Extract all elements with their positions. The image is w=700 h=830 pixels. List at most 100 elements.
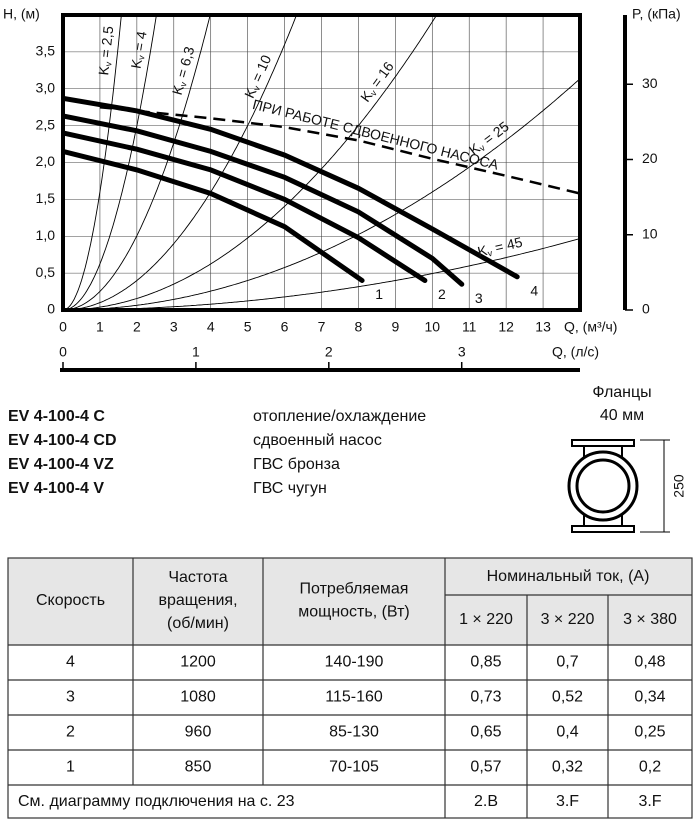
- table-cell: 4: [66, 654, 75, 671]
- table-header: Частота: [168, 569, 227, 586]
- kv-label: Kv = 2,5: [95, 25, 118, 76]
- table-header-bg: [8, 558, 692, 645]
- table-cell: 0,25: [634, 724, 665, 741]
- y-tick-label: 3,0: [36, 79, 56, 95]
- y-tick-label: 3,5: [36, 43, 56, 59]
- table-header-group: Номинальный ток, (А): [487, 568, 650, 585]
- table-cell: 0,2: [639, 759, 661, 776]
- curve-label: 1: [375, 286, 383, 302]
- table-header: Скорость: [36, 592, 105, 609]
- table-cell: 0,34: [634, 689, 665, 706]
- kv-subscript: v: [103, 61, 113, 67]
- kv-subscript: v: [136, 54, 147, 61]
- curve-label: 3: [475, 290, 483, 306]
- table-cell: 2: [66, 724, 75, 741]
- kv-subscript: v: [368, 88, 379, 98]
- kv-symbol: K: [127, 57, 144, 70]
- x-tick-label: 13: [535, 319, 551, 335]
- y2-axis-label: P, (кПа): [632, 6, 681, 22]
- kv-subscript: v: [487, 248, 494, 259]
- kv-value-label: = 10: [248, 52, 274, 84]
- table-cell: 960: [185, 724, 212, 741]
- table-footer-cell: 2.B: [474, 793, 498, 810]
- x2-tick-label: 1: [192, 344, 200, 360]
- kv-subscript: v: [252, 84, 263, 93]
- table-header: вращения,: [158, 592, 237, 609]
- kv-symbol: K: [95, 64, 112, 76]
- kv-value-label: = 25: [480, 118, 512, 147]
- kv-symbol: K: [476, 242, 489, 260]
- pump-curve: [63, 148, 365, 283]
- model-code: EV 4-100-4 CD: [8, 432, 117, 449]
- table-cell: 0,65: [470, 724, 501, 741]
- x-axis-label: Q, (м³/ч): [564, 319, 617, 335]
- x-tick-label: 1: [96, 319, 104, 335]
- x2-tick-label: 2: [325, 344, 333, 360]
- plot-area: [63, 15, 580, 310]
- dual-pump-label: ПРИ РАБОТЕ СДВОЕННОГО НАСОСА: [251, 96, 501, 173]
- table-subheader: 3 × 380: [623, 611, 677, 628]
- flange-length: 250: [671, 474, 687, 498]
- kv-label: Kv= 45: [476, 233, 525, 261]
- model-description: ГВС чугун: [253, 480, 327, 497]
- x-tick-label: 5: [244, 319, 252, 335]
- table-cell: 0,52: [552, 689, 583, 706]
- flange-title: Фланцы: [592, 384, 651, 401]
- kv-value-label: = 16: [367, 58, 396, 90]
- table-subheader: 1 × 220: [459, 611, 513, 628]
- table-footer-note: См. диаграмму подключения на с. 23: [18, 793, 295, 810]
- kv-value-label: = 2,5: [97, 25, 116, 58]
- x2-tick-label: 0: [59, 344, 67, 360]
- table-cell: 70-105: [329, 759, 379, 776]
- y2-tick-label: 20: [642, 150, 658, 166]
- curve-label: 4: [530, 283, 538, 299]
- table-subheader: 3 × 220: [541, 611, 595, 628]
- table-cell: 0,4: [556, 724, 578, 741]
- x-tick-label: 0: [59, 319, 67, 335]
- model-description: ГВС бронза: [253, 456, 340, 473]
- flange-drawing: [567, 439, 670, 533]
- y2-tick-label: 10: [642, 225, 658, 241]
- y-tick-label: 0,5: [36, 264, 56, 280]
- table-cell: 850: [185, 759, 212, 776]
- flange-size: 40 мм: [600, 407, 644, 424]
- table-footer-cell: 3.F: [638, 793, 661, 810]
- table-cell: 0,73: [470, 689, 501, 706]
- curve-label: 2: [438, 286, 446, 302]
- y-tick-label: 1,0: [36, 227, 56, 243]
- table-cell: 0,85: [470, 654, 501, 671]
- table-cell: 1080: [180, 689, 216, 706]
- table-cell: 115-160: [325, 689, 383, 706]
- x-tick-label: 10: [424, 319, 440, 335]
- x-tick-label: 9: [391, 319, 399, 335]
- system-curve: [63, 15, 438, 310]
- x-tick-label: 2: [133, 319, 141, 335]
- x-tick-label: 4: [207, 319, 215, 335]
- table-border: [7, 557, 693, 819]
- table-cell: 3: [66, 689, 75, 706]
- model-description: сдвоенный насос: [253, 432, 382, 449]
- table-grid: [7, 557, 693, 819]
- x-tick-label: 7: [318, 319, 326, 335]
- table-cell: 0,7: [556, 654, 578, 671]
- system-curve: [63, 15, 211, 310]
- table-footer-cell: 3.F: [556, 793, 579, 810]
- table-cell: 0,48: [634, 654, 665, 671]
- table-header: Потребляемая: [300, 581, 409, 598]
- pump-curve: [63, 95, 520, 280]
- x-tick-label: 6: [281, 319, 289, 335]
- table-cell: 1200: [180, 654, 216, 671]
- y-tick-label: 1,5: [36, 190, 56, 206]
- table-cell: 85-130: [329, 724, 379, 741]
- kv-subscript: v: [478, 143, 488, 154]
- table-header: (об/мин): [167, 615, 229, 632]
- kv-subscript: v: [178, 81, 189, 89]
- system-curve: [63, 15, 298, 310]
- model-code: EV 4-100-4 VZ: [8, 456, 114, 473]
- system-curve: [63, 15, 157, 310]
- kv-label: Kv= 6,3: [168, 45, 198, 98]
- model-code: EV 4-100-4 C: [8, 408, 105, 425]
- x2-tick-label: 3: [458, 344, 466, 360]
- x-tick-label: 11: [462, 319, 477, 335]
